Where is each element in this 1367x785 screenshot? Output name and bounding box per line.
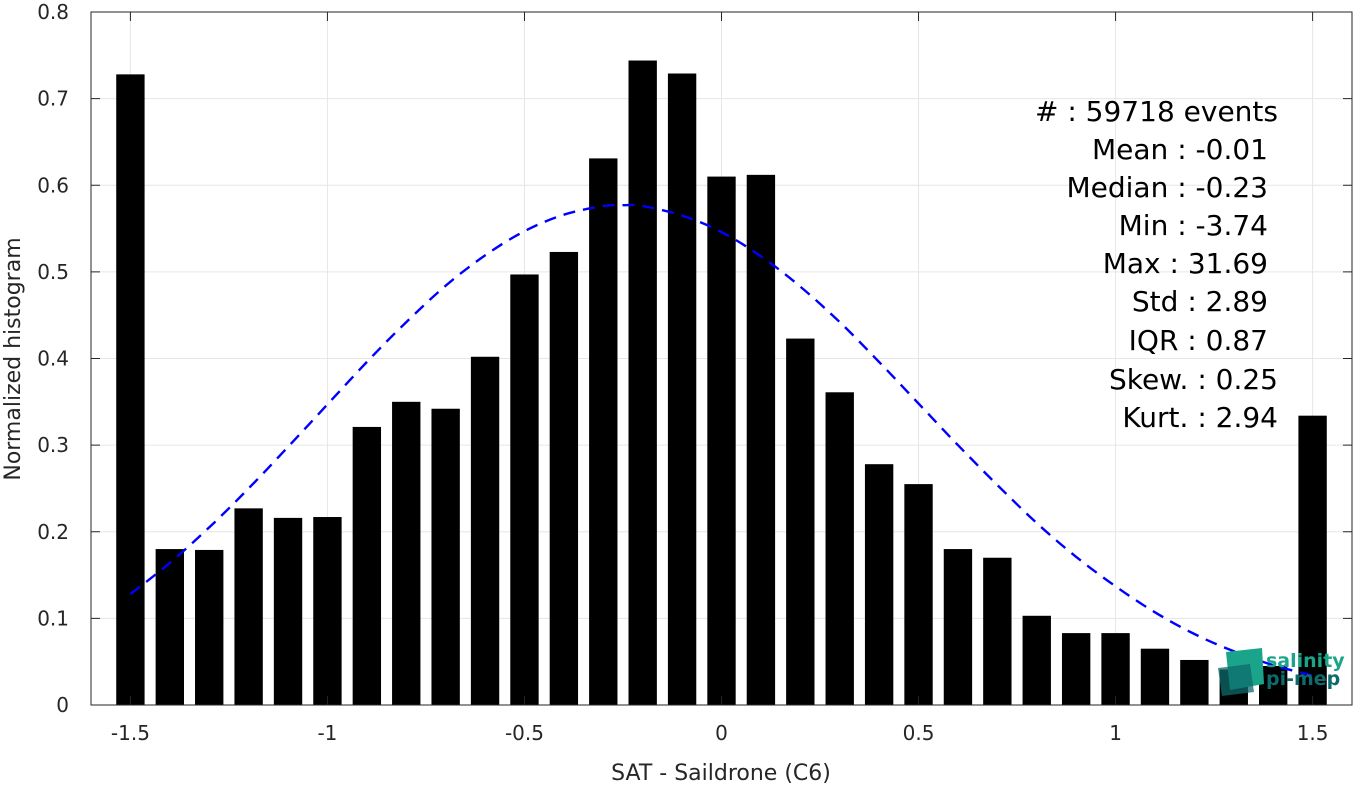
histogram-bar	[510, 274, 539, 705]
y-tick-label: 0.4	[37, 347, 69, 371]
histogram-bar	[667, 73, 697, 705]
x-tick-label: -1.5	[111, 721, 150, 745]
y-tick-label: 0.2	[37, 520, 69, 544]
stat-events: # : 59718 events	[1035, 95, 1278, 128]
x-axis-ticks: -1.5 -1 -0.5 0 0.5 1 1.5	[111, 12, 1329, 745]
histogram-bar	[943, 549, 973, 705]
stat-skew: Skew. : 0.25	[1109, 363, 1278, 396]
logo-text-salinity: salinity	[1266, 650, 1345, 672]
statistics-box: # : 59718 events Mean : -0.01 Median : -…	[1035, 95, 1278, 434]
y-tick-label: 0	[56, 693, 69, 717]
histogram-bar	[1022, 615, 1051, 705]
histogram-bar	[1140, 648, 1170, 705]
logo-text-pimep: pi-mep	[1266, 668, 1340, 690]
stat-std: Std : 2.89	[1132, 285, 1268, 318]
y-tick-label: 0.3	[37, 433, 69, 457]
histogram-bar	[983, 557, 1012, 705]
y-tick-label: 0.6	[37, 173, 69, 197]
histogram-bar	[234, 508, 263, 705]
histogram-bar	[116, 74, 145, 706]
stat-min: Min : -3.74	[1119, 209, 1268, 242]
y-tick-label: 0.8	[37, 0, 69, 24]
x-tick-label: 0.5	[903, 721, 935, 745]
x-tick-label: 1.5	[1297, 721, 1329, 745]
y-tick-label: 0.7	[37, 87, 69, 111]
histogram-bar	[707, 176, 736, 705]
histogram-bar	[273, 517, 303, 705]
stat-median: Median : -0.23	[1066, 171, 1268, 204]
x-tick-label: 0	[715, 721, 728, 745]
x-tick-label: -1	[317, 721, 337, 745]
histogram-bar	[1101, 633, 1130, 705]
histogram-bar	[628, 60, 657, 705]
histogram-bar	[470, 356, 500, 705]
histogram-bar	[155, 549, 184, 705]
stat-mean: Mean : -0.01	[1092, 133, 1268, 166]
histogram-bar	[825, 392, 854, 705]
y-tick-label: 0.1	[37, 606, 69, 630]
histogram-bar	[1061, 633, 1091, 705]
stat-iqr: IQR : 0.87	[1129, 324, 1268, 357]
histogram-bar	[589, 158, 618, 706]
histogram-bar	[313, 517, 342, 705]
y-tick-label: 0.5	[37, 260, 69, 284]
histogram-bar	[352, 426, 382, 705]
histogram-bar	[1180, 659, 1209, 705]
x-axis-label: SAT - Saildrone (C6)	[611, 761, 831, 785]
histogram-bar	[431, 408, 460, 705]
histogram-bar	[904, 484, 933, 705]
y-axis-ticks: 0 0.1 0.2 0.3 0.4 0.5 0.6 0.7 0.8	[37, 0, 1352, 717]
histogram-bars	[116, 60, 1327, 706]
logo-mark-shadow-icon	[1218, 664, 1254, 696]
x-tick-label: 1	[1109, 721, 1122, 745]
stat-kurt: Kurt. : 2.94	[1122, 401, 1278, 434]
histogram-bar	[549, 251, 579, 706]
stat-max: Max : 31.69	[1103, 247, 1268, 280]
histogram-bar	[746, 174, 776, 706]
histogram-bar	[1259, 666, 1288, 705]
histogram-bar	[786, 338, 815, 705]
salinity-pimep-logo: salinity pi-mep	[1218, 648, 1345, 696]
histogram-bar	[392, 401, 421, 705]
histogram-bar	[195, 549, 224, 705]
histogram-bar	[864, 464, 894, 705]
y-axis-label: Normalized histogram	[1, 237, 26, 480]
histogram-bar	[1298, 415, 1327, 705]
gaussian-fit-curve	[129, 203, 1313, 677]
x-tick-label: -0.5	[505, 721, 544, 745]
